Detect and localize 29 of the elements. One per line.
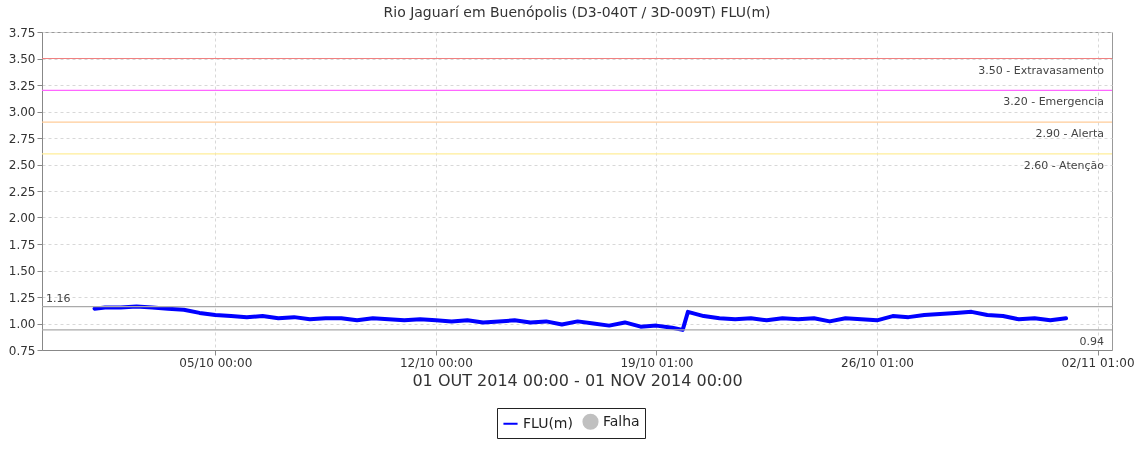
y-tick-label: 2.50	[8, 158, 36, 172]
x-tick-label: 19/10 01:00	[620, 355, 694, 370]
line-series	[92, 304, 1069, 332]
ref-line-label: 1.16	[46, 291, 71, 305]
ref-line-label: 0.94	[1079, 334, 1104, 348]
ref-line-label: 2.60 - Atenção	[1023, 158, 1105, 172]
x-axis-title: 01 OUT 2014 00:00 - 01 NOV 2014 00:00	[412, 370, 743, 390]
chart-title: Rio Jaguarí em Buenópolis (D3-040T / 3D-009T) FLU(m)	[383, 4, 771, 20]
legend-label: Falha	[603, 412, 640, 429]
y-tick-label: 3.25	[8, 78, 36, 93]
ref-line-label: 2.90 - Alerta	[1035, 127, 1104, 141]
x-tick-label: 05/10 00:00	[179, 355, 253, 370]
x-tick-label: 26/10 01:00	[841, 355, 914, 370]
x-tick-label: 02/11 01:00	[1061, 355, 1135, 370]
x-tick-label: 12/10 00:00	[399, 355, 473, 370]
y-tick-label: 1.75	[8, 237, 36, 252]
legend-label: FLU(m)	[523, 414, 573, 431]
y-tick-label: 3.00	[8, 105, 36, 119]
y-tick-label: 3.50	[8, 52, 36, 66]
ref-line-label: 3.50 - Extravasamento	[978, 63, 1105, 77]
y-tick-label: 2.75	[8, 131, 36, 146]
y-tick-label: 1.25	[8, 290, 36, 305]
y-tick-label: 3.75	[8, 25, 36, 40]
ref-line-label: 3.20 - Emergencia	[1003, 95, 1104, 109]
y-tick-label: 2.00	[8, 211, 36, 225]
y-tick-label: 1.50	[8, 264, 36, 278]
y-tick-label: 1.00	[8, 317, 36, 331]
y-tick-label: 2.25	[8, 184, 36, 199]
y-tick-label: 0.75	[8, 343, 36, 358]
